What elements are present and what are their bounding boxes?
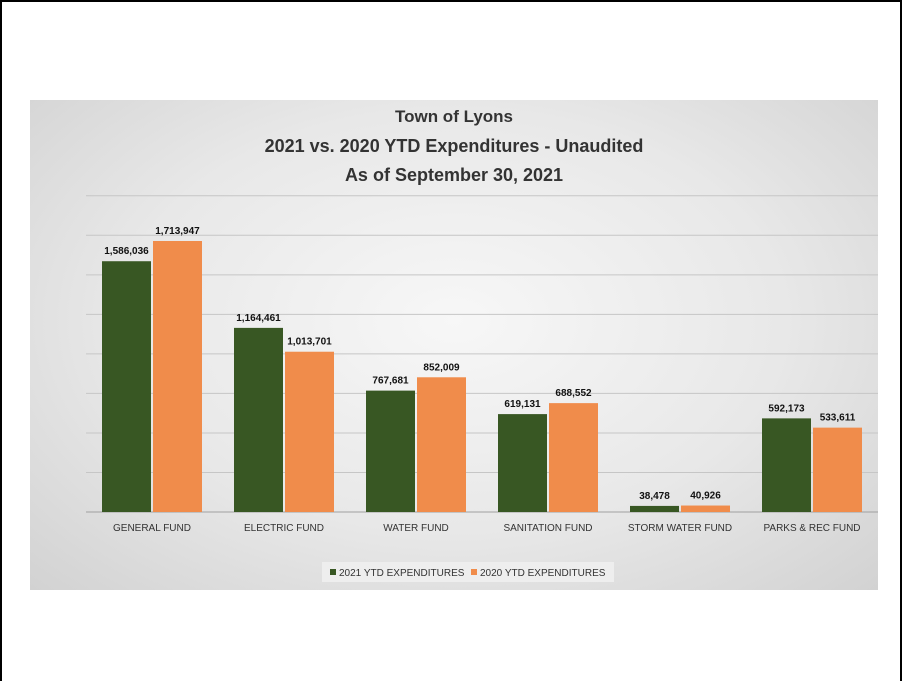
data-label-2021-2: 767,681	[372, 376, 409, 387]
legend-label-2020: 2020 YTD EXPENDITURES	[480, 568, 606, 579]
chart-title: Town of Lyons 2021 vs. 2020 YTD Expenditu…	[265, 107, 644, 185]
chart-title-line-3: As of September 30, 2021	[345, 165, 563, 185]
bar-2021-0	[102, 261, 151, 512]
bar-chart: Town of Lyons 2021 vs. 2020 YTD Expenditu…	[86, 107, 878, 582]
data-label-2020-1: 1,013,701	[287, 337, 332, 348]
bars	[102, 241, 862, 512]
legend-label-2021: 2021 YTD EXPENDITURES	[339, 568, 465, 579]
bar-2021-2	[366, 390, 415, 512]
bar-2020-2	[417, 377, 466, 512]
data-label-2021-0: 1,586,036	[104, 246, 149, 257]
bar-2020-1	[285, 351, 334, 512]
chart-panel: Town of Lyons 2021 vs. 2020 YTD Expenditu…	[30, 100, 878, 590]
bar-2020-0	[153, 241, 202, 512]
legend-swatch-2021	[330, 569, 336, 575]
data-label-2021-5: 592,173	[768, 403, 805, 414]
bar-2021-3	[498, 414, 547, 512]
bar-2020-5	[813, 427, 862, 512]
data-label-2020-4: 40,926	[690, 491, 721, 502]
legend-box	[322, 562, 614, 582]
gridlines	[86, 195, 878, 513]
category-label-4: STORM WATER FUND	[628, 523, 732, 534]
category-label-3: SANITATION FUND	[503, 523, 592, 534]
bar-2021-4	[630, 505, 679, 512]
category-label-2: WATER FUND	[383, 523, 449, 534]
category-label-1: ELECTRIC FUND	[244, 523, 324, 534]
data-label-2020-5: 533,611	[820, 413, 856, 424]
data-label-2021-4: 38,478	[639, 491, 670, 502]
bar-2021-5	[762, 418, 811, 512]
category-label-0: GENERAL FUND	[113, 523, 191, 534]
legend: 2021 YTD EXPENDITURES 2020 YTD EXPENDITUR…	[322, 562, 614, 582]
data-label-2020-3: 688,552	[555, 388, 592, 399]
data-label-2021-1: 1,164,461	[236, 313, 281, 324]
bar-2020-3	[549, 403, 598, 512]
chart-title-line-2: 2021 vs. 2020 YTD Expenditures - Unaudit…	[265, 136, 644, 156]
bar-2020-4	[681, 505, 730, 512]
category-labels: GENERAL FUND ELECTRIC FUND WATER FUND SANIT…	[113, 523, 861, 534]
data-labels: 1,586,036 1,713,947 1,164,461 1,013,701 767,…	[104, 226, 855, 502]
data-label-2020-0: 1,713,947	[155, 226, 200, 237]
legend-swatch-2020	[471, 569, 477, 575]
category-label-5: PARKS & REC FUND	[763, 523, 860, 534]
data-label-2020-2: 852,009	[423, 362, 460, 373]
data-label-2021-3: 619,131	[504, 399, 541, 410]
chart-title-line-1: Town of Lyons	[395, 107, 513, 126]
bar-2021-1	[234, 327, 283, 512]
